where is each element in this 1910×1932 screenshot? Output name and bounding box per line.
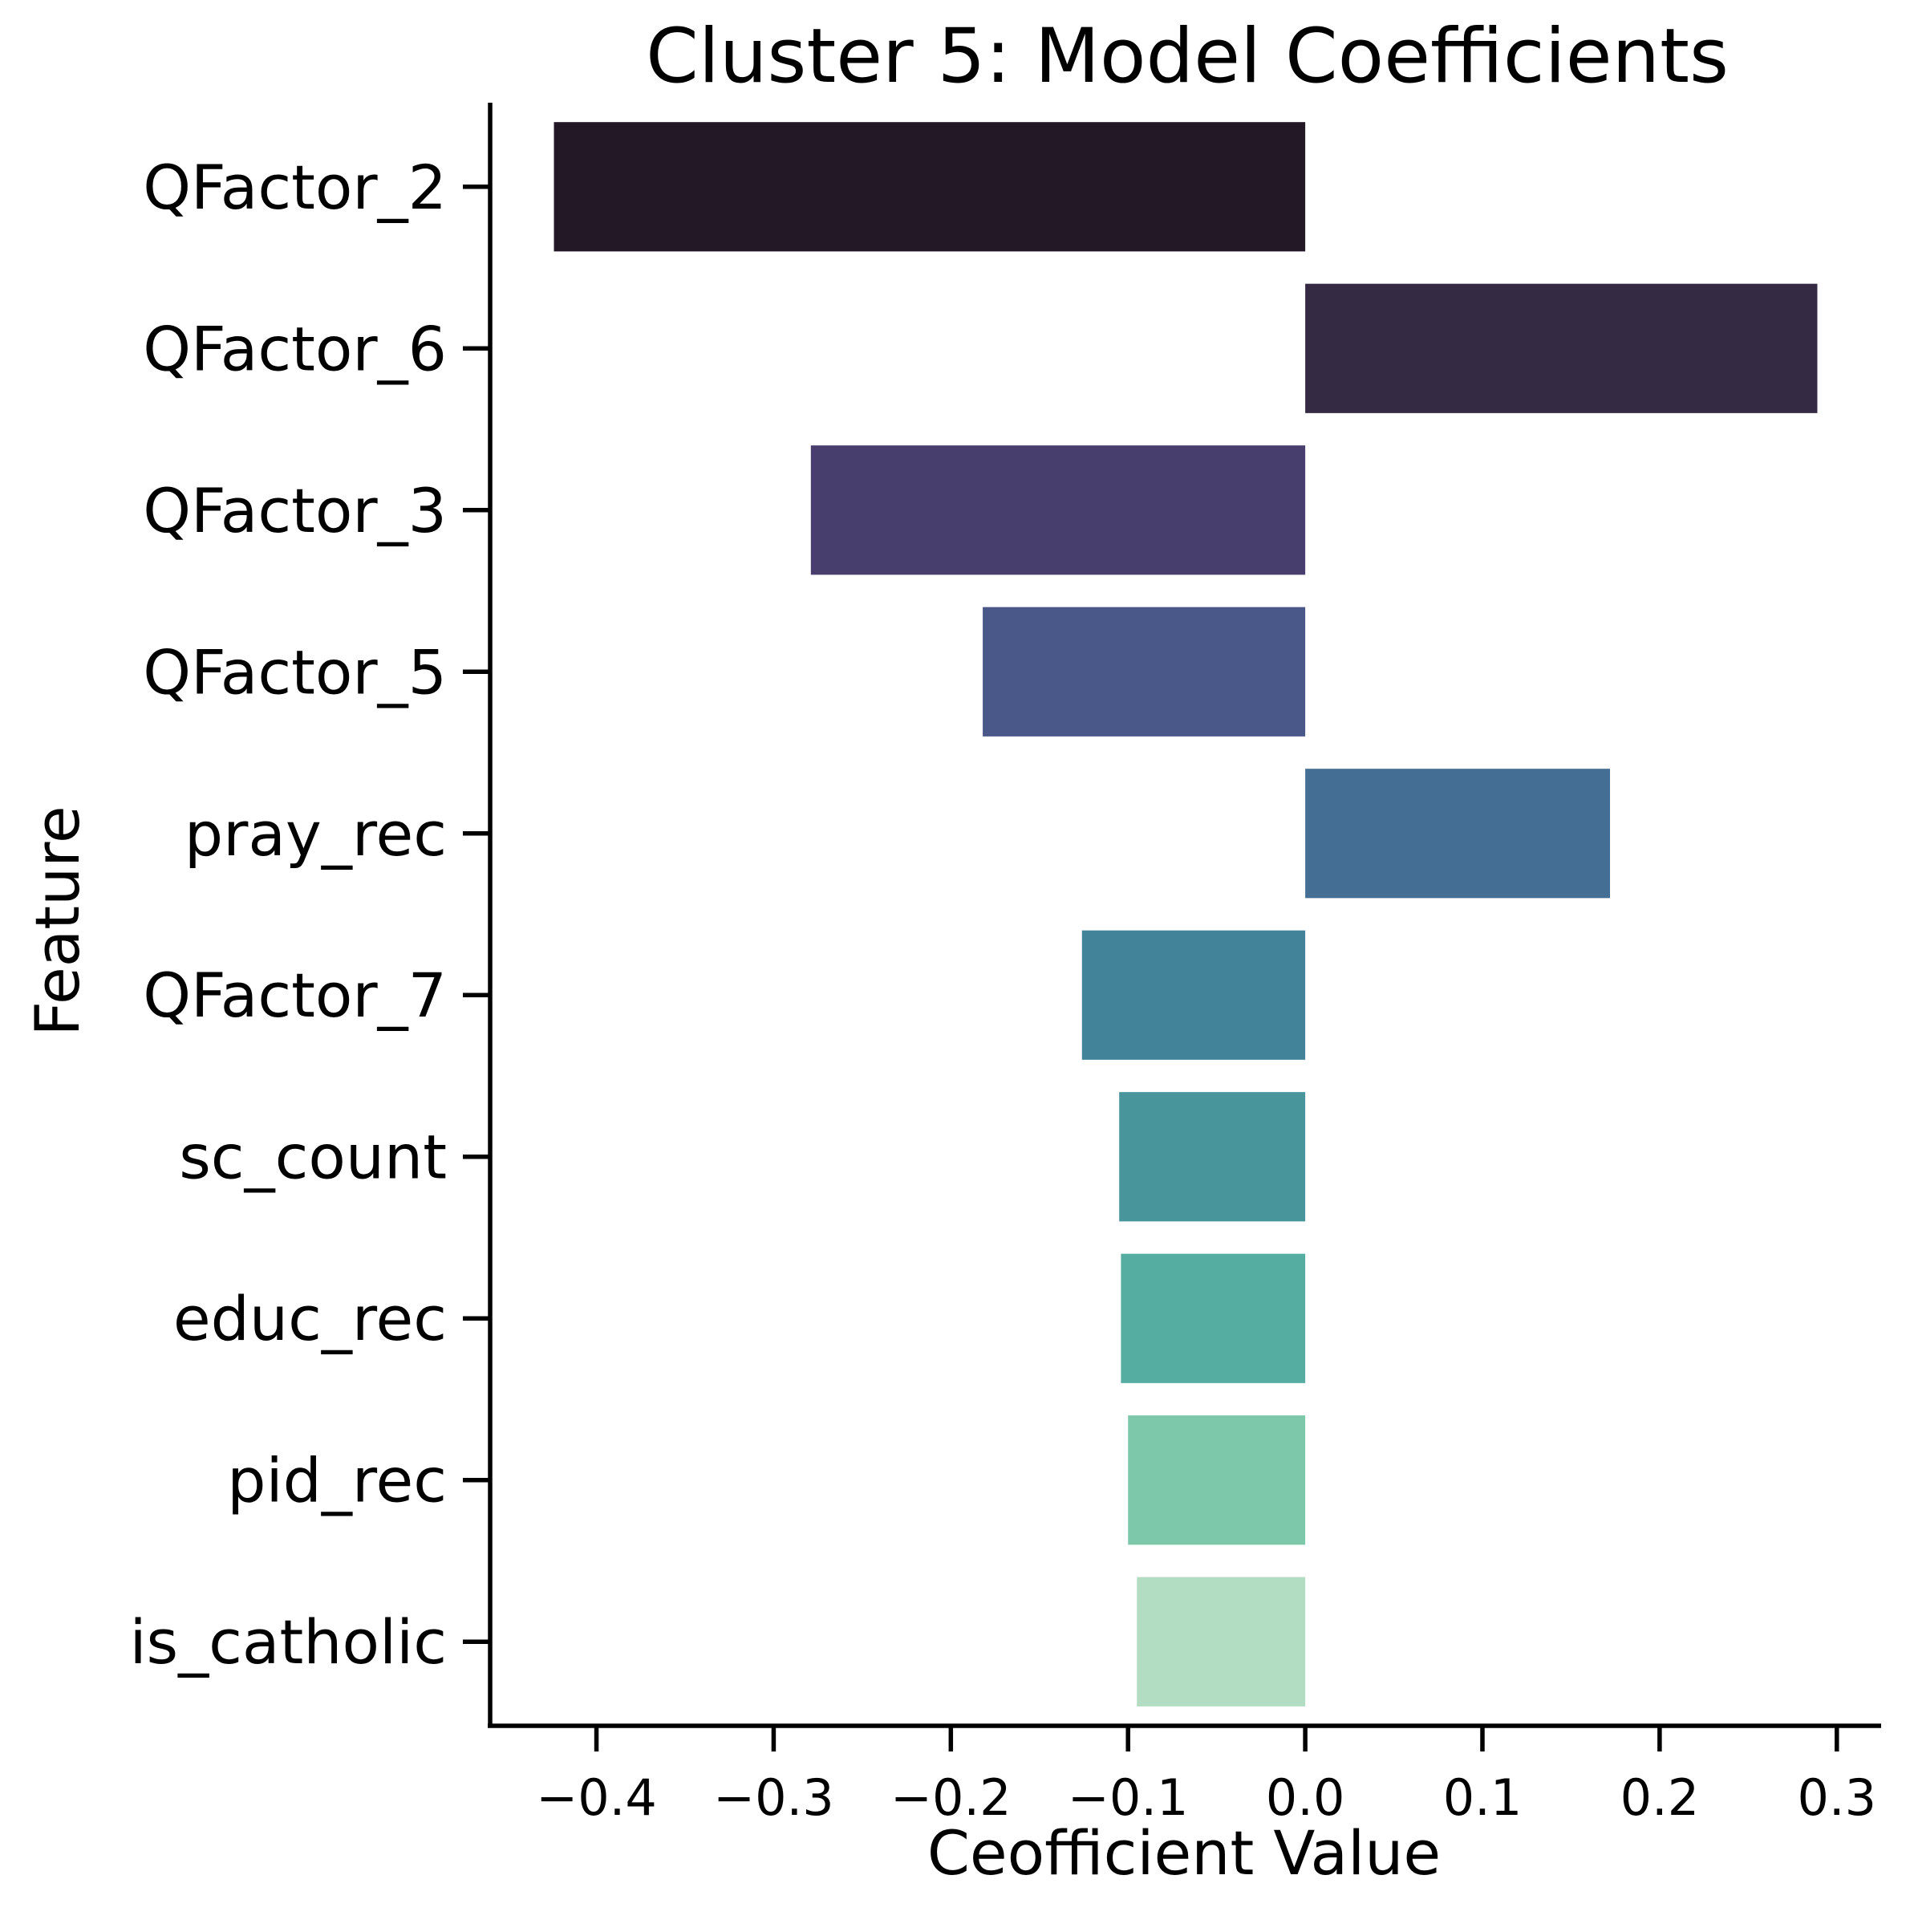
x-tick-label: 0.3 [1797, 1768, 1876, 1827]
x-ticks-group: −0.4 −0.3 −0.2 −0.1 0.0 0.1 0.2 0.3 [536, 1726, 1876, 1827]
x-tick-label: 0.0 [1266, 1768, 1345, 1827]
bar-pray_rec [1305, 769, 1611, 899]
y-ticks-group: QFactor_2 QFactor_6 QFactor_3 QFactor_5pray… [129, 152, 490, 1678]
y-tick-label: pray_rec [185, 798, 447, 870]
y-axis-label: Feature [22, 806, 93, 1036]
y-tick-label: is_catholic [129, 1606, 447, 1678]
y-tick-label: sc_count [179, 1122, 447, 1193]
y-tick-label: QFactor_3 [143, 475, 447, 546]
x-tick-label: −0.1 [1068, 1768, 1189, 1827]
bar-QFactor_5 [983, 607, 1306, 737]
bar-QFactor_2 [554, 122, 1306, 252]
bar-QFactor_7 [1081, 930, 1306, 1060]
y-tick-label: QFactor_6 [143, 313, 447, 384]
bar-QFactor_6 [1305, 283, 1818, 413]
bar-sc_count [1119, 1092, 1306, 1222]
bar-pid_rec [1128, 1415, 1306, 1545]
y-tick-label: QFactor_5 [143, 636, 447, 708]
x-tick-label: 0.1 [1443, 1768, 1523, 1827]
bar-is_catholic [1137, 1577, 1306, 1707]
y-tick-label: pid_rec [227, 1445, 447, 1516]
x-tick-label: −0.2 [890, 1768, 1012, 1827]
y-tick-label: QFactor_2 [143, 152, 447, 223]
bar-QFactor_3 [810, 445, 1306, 575]
x-axis-label: Ceofficient Value [927, 1817, 1441, 1889]
chart-title: Cluster 5: Model Coefficients [646, 13, 1729, 100]
x-tick-label: 0.2 [1620, 1768, 1700, 1827]
y-tick-label: QFactor_7 [143, 960, 447, 1031]
x-tick-label: −0.4 [536, 1768, 657, 1827]
y-tick-label: educ_rec [173, 1283, 447, 1354]
bar-educ_rec [1121, 1253, 1306, 1383]
bars-group [554, 122, 1818, 1707]
x-tick-label: −0.3 [713, 1768, 834, 1827]
